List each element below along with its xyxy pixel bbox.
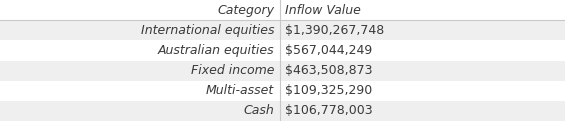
Bar	[0, 0, 565, 20]
Bar	[0, 81, 565, 101]
Bar	[0, 60, 565, 81]
Text: $106,778,003: $106,778,003	[285, 104, 373, 117]
Text: Australian equities: Australian equities	[158, 44, 274, 57]
Text: $463,508,873: $463,508,873	[285, 64, 373, 77]
Text: Inflow Value: Inflow Value	[285, 4, 361, 17]
Bar	[0, 20, 565, 40]
Text: Category: Category	[217, 4, 274, 17]
Text: $567,044,249: $567,044,249	[285, 44, 372, 57]
Text: Fixed income: Fixed income	[190, 64, 274, 77]
Text: $1,390,267,748: $1,390,267,748	[285, 24, 385, 37]
Bar	[0, 101, 565, 121]
Bar	[0, 40, 565, 60]
Text: $109,325,290: $109,325,290	[285, 84, 372, 97]
Text: Cash: Cash	[244, 104, 274, 117]
Text: International equities: International equities	[141, 24, 274, 37]
Text: Multi-asset: Multi-asset	[206, 84, 274, 97]
